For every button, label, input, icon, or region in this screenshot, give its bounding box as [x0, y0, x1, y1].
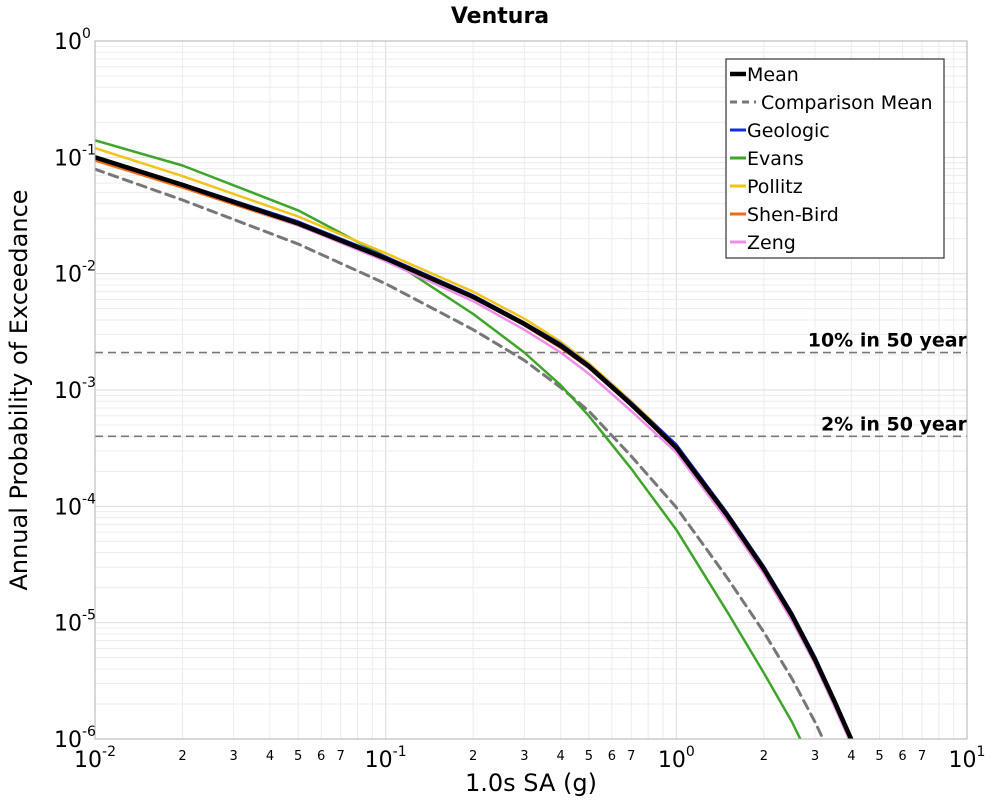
x-minor-tick-label: 3 [811, 749, 819, 764]
legend-label: Shen-Bird [747, 204, 839, 226]
x-minor-tick-label: 4 [557, 749, 565, 764]
x-minor-tick-label: 6 [608, 749, 616, 764]
x-tick-label: 101 [949, 744, 986, 773]
x-minor-tick-label: 5 [294, 749, 302, 764]
y-tick-label: 100 [54, 26, 91, 55]
x-minor-tick-label: 5 [875, 749, 883, 764]
legend-label: Mean [747, 64, 799, 86]
x-minor-tick-label: 6 [317, 749, 325, 764]
x-minor-tick-label: 7 [337, 749, 345, 764]
x-minor-tick-label: 7 [918, 749, 926, 764]
legend-label: Comparison Mean [761, 92, 933, 114]
plot-frame [94, 40, 968, 740]
reference-line-label: 10% in 50 year [808, 330, 968, 352]
y-tick-label: 10-4 [54, 491, 96, 520]
legend: Mean Comparison Mean Geologic Evans Pollitz S… [725, 58, 945, 259]
chart-title: Ventura [451, 4, 549, 29]
grid [95, 41, 967, 739]
x-minor-tick-label: 4 [266, 749, 274, 764]
reference-line-label: 2% in 50 year [821, 413, 968, 435]
series-lines [95, 139, 854, 739]
series-line-mean [95, 155, 854, 739]
x-minor-tick-label: 5 [585, 749, 593, 764]
reference-lines: 10% in 50 year 2% in 50 year [95, 330, 968, 438]
y-tick-label: 10-5 [54, 608, 96, 637]
legend-label: Geologic [747, 120, 830, 142]
y-axis-title: Annual Probability of Exceedance [5, 189, 33, 590]
x-minor-tick-label: 3 [230, 749, 238, 764]
legend-label: Zeng [747, 232, 796, 254]
y-axis-tick-labels: 100 10-1 10-2 10-3 10-4 10-5 10-6 [54, 26, 96, 753]
x-minor-tick-label: 3 [520, 749, 528, 764]
y-tick-label: 10-6 [54, 724, 96, 753]
y-tick-label: 10-2 [54, 259, 96, 288]
legend-label: Evans [747, 148, 804, 170]
x-minor-tick-label: 2 [178, 749, 186, 764]
x-minor-tick-label: 4 [847, 749, 855, 764]
x-tick-label: 10-2 [74, 744, 116, 773]
series-line-evans [95, 139, 802, 739]
y-tick-label: 10-3 [54, 375, 96, 404]
x-tick-label: 100 [658, 744, 695, 773]
x-tick-label: 10-1 [365, 744, 407, 773]
series-line-comparison-mean [95, 167, 825, 739]
y-tick-label: 10-1 [54, 142, 96, 171]
legend-box [725, 58, 945, 259]
legend-label: Pollitz [747, 176, 803, 198]
x-minor-tick-label: 7 [627, 749, 635, 764]
x-axis-title: 1.0s SA (g) [465, 769, 597, 797]
x-minor-tick-label: 2 [469, 749, 477, 764]
x-minor-tick-label: 2 [760, 749, 768, 764]
x-minor-tick-label: 6 [898, 749, 906, 764]
